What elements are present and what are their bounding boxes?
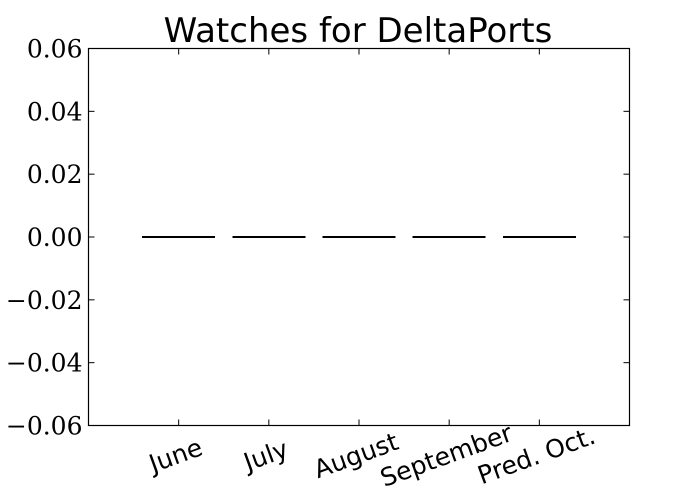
bar-pred-oct [502,236,576,238]
chart-marks [142,236,576,238]
y-tick-label: −0.04 [6,349,83,378]
bar-august [322,236,396,238]
bar-july [232,236,306,238]
chart-title: Watches for DeltaPorts [164,11,553,51]
y-tick-label: −0.06 [6,412,83,441]
axis-ticks [88,48,630,426]
plot-frame [87,47,631,427]
y-tick-label: 0.02 [27,160,83,189]
y-axis-tick-labels: 0.06 0.04 0.02 0.00 −0.02 −0.04 −0.06 [6,35,83,441]
bar-september [412,236,486,238]
bar-june [142,236,216,238]
y-tick-label: 0.04 [27,97,83,126]
y-tick-label: 0.06 [27,35,83,64]
y-tick-label: 0.00 [27,223,83,252]
y-tick-label: −0.02 [6,286,83,315]
